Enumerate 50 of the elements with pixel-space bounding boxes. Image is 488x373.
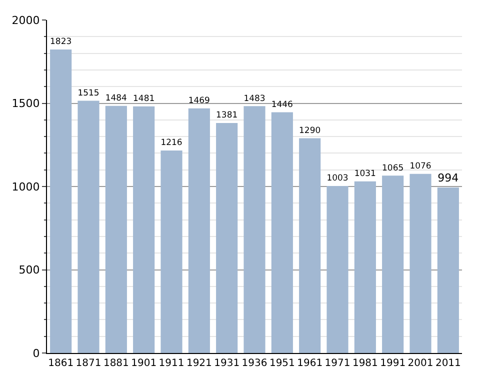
y-tick-label: 0: [32, 346, 40, 360]
data-label: 1290: [299, 124, 321, 135]
data-label: 1481: [133, 93, 155, 104]
x-tick-label: 1991: [380, 358, 406, 369]
data-label: 994: [438, 172, 459, 184]
x-tick-label: 1881: [103, 358, 129, 369]
bar: [410, 174, 432, 353]
data-label: 1065: [382, 162, 404, 172]
x-tick-label: 1961: [297, 358, 323, 369]
x-tick-label: 2001: [408, 358, 434, 369]
x-tick-label: 1901: [131, 358, 157, 369]
data-label: 1484: [105, 92, 127, 103]
x-tick-label: 1971: [324, 358, 350, 369]
data-label: 1003: [326, 172, 348, 183]
bar: [382, 176, 404, 353]
bar: [354, 181, 376, 353]
bar: [244, 106, 266, 353]
bar: [78, 100, 100, 353]
bar: [326, 186, 348, 353]
data-label: 1483: [244, 92, 266, 103]
data-label: 1031: [354, 168, 376, 178]
bar: [216, 123, 238, 353]
x-tick-label: 1981: [352, 358, 378, 369]
data-label: 1515: [78, 87, 100, 98]
x-tick-label: 1861: [48, 358, 74, 369]
x-tick-label: 2011: [435, 358, 461, 369]
bar: [50, 49, 72, 353]
data-label: 1469: [188, 95, 210, 106]
data-label: 1446: [271, 98, 293, 109]
x-tick-label: 1931: [214, 358, 240, 369]
x-tick-label: 1921: [186, 358, 212, 369]
bar: [105, 106, 127, 353]
data-label: 1823: [50, 36, 72, 46]
y-tick-label: 1500: [12, 97, 40, 110]
y-tick-label: 1000: [12, 180, 40, 194]
bar: [188, 108, 210, 353]
x-tick-label: 1951: [269, 358, 295, 369]
y-tick-label: 2000: [12, 14, 40, 27]
bar: [160, 150, 182, 353]
bar: [271, 112, 293, 353]
x-tick-label: 1871: [76, 358, 102, 369]
bar: [437, 188, 459, 353]
data-label: 1381: [216, 110, 238, 120]
data-label: 1216: [160, 137, 182, 148]
bar: [133, 106, 155, 353]
x-tick-label: 1936: [242, 358, 268, 369]
y-tick-label: 500: [18, 264, 40, 277]
x-tick-label: 1911: [158, 358, 184, 369]
data-label: 1076: [410, 160, 432, 171]
bar: [299, 138, 321, 353]
